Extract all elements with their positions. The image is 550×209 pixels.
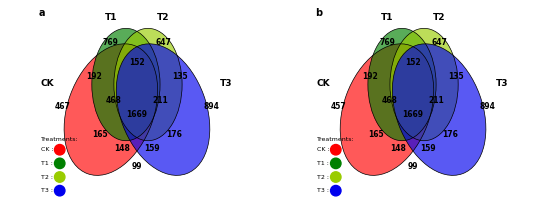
Text: 148: 148 [114,144,130,153]
Circle shape [54,158,65,169]
Text: T3 :: T3 : [317,188,329,193]
Text: 99: 99 [131,162,142,171]
Text: 159: 159 [144,144,160,153]
Text: 176: 176 [166,130,182,139]
Text: 135: 135 [448,72,464,81]
Text: 769: 769 [103,38,119,47]
Text: T2 :: T2 : [317,175,329,180]
Text: 176: 176 [442,130,458,139]
Ellipse shape [340,44,434,175]
Text: 165: 165 [92,130,108,139]
Text: T2 :: T2 : [41,175,53,180]
Text: T1: T1 [104,13,117,22]
Text: 152: 152 [129,58,145,67]
Text: 647: 647 [431,38,447,47]
Text: 99: 99 [408,162,419,171]
Text: 894: 894 [480,102,495,111]
Ellipse shape [92,28,160,141]
Text: CK :: CK : [41,147,53,152]
Text: CK :: CK : [317,147,329,152]
Text: b: b [315,8,322,18]
Text: 192: 192 [362,72,378,81]
Text: 894: 894 [204,102,219,111]
Text: T1 :: T1 : [41,161,53,166]
Text: T2: T2 [433,13,446,22]
Ellipse shape [116,44,210,175]
Text: 1669: 1669 [126,110,147,119]
Circle shape [331,185,341,196]
Text: 159: 159 [420,144,436,153]
Ellipse shape [390,28,458,141]
Text: 769: 769 [379,38,395,47]
Text: T3: T3 [220,79,233,88]
Text: 467: 467 [55,102,70,111]
Text: 1669: 1669 [403,110,424,119]
Text: 148: 148 [390,144,406,153]
Text: a: a [39,8,45,18]
Circle shape [54,172,65,182]
Text: 211: 211 [152,96,168,105]
Text: Treatments:: Treatments: [41,137,78,142]
Circle shape [331,144,341,155]
Ellipse shape [368,28,436,141]
Text: CK: CK [317,79,331,88]
Text: T3 :: T3 : [41,188,53,193]
Text: 192: 192 [86,72,102,81]
Text: 165: 165 [368,130,384,139]
Text: T1 :: T1 : [317,161,328,166]
Text: 211: 211 [428,96,444,105]
Text: 135: 135 [172,72,188,81]
Circle shape [331,158,341,169]
Text: 647: 647 [155,38,171,47]
Text: Treatments:: Treatments: [317,137,354,142]
Text: T2: T2 [157,13,169,22]
Circle shape [54,144,65,155]
Text: T1: T1 [381,13,393,22]
Text: 468: 468 [106,96,122,105]
Text: 152: 152 [405,58,421,67]
Text: CK: CK [41,79,54,88]
Ellipse shape [392,44,486,175]
Text: 468: 468 [382,96,398,105]
Circle shape [54,185,65,196]
Circle shape [331,172,341,182]
Text: 457: 457 [331,102,346,111]
Text: T3: T3 [496,79,509,88]
Ellipse shape [114,28,182,141]
Ellipse shape [64,44,158,175]
